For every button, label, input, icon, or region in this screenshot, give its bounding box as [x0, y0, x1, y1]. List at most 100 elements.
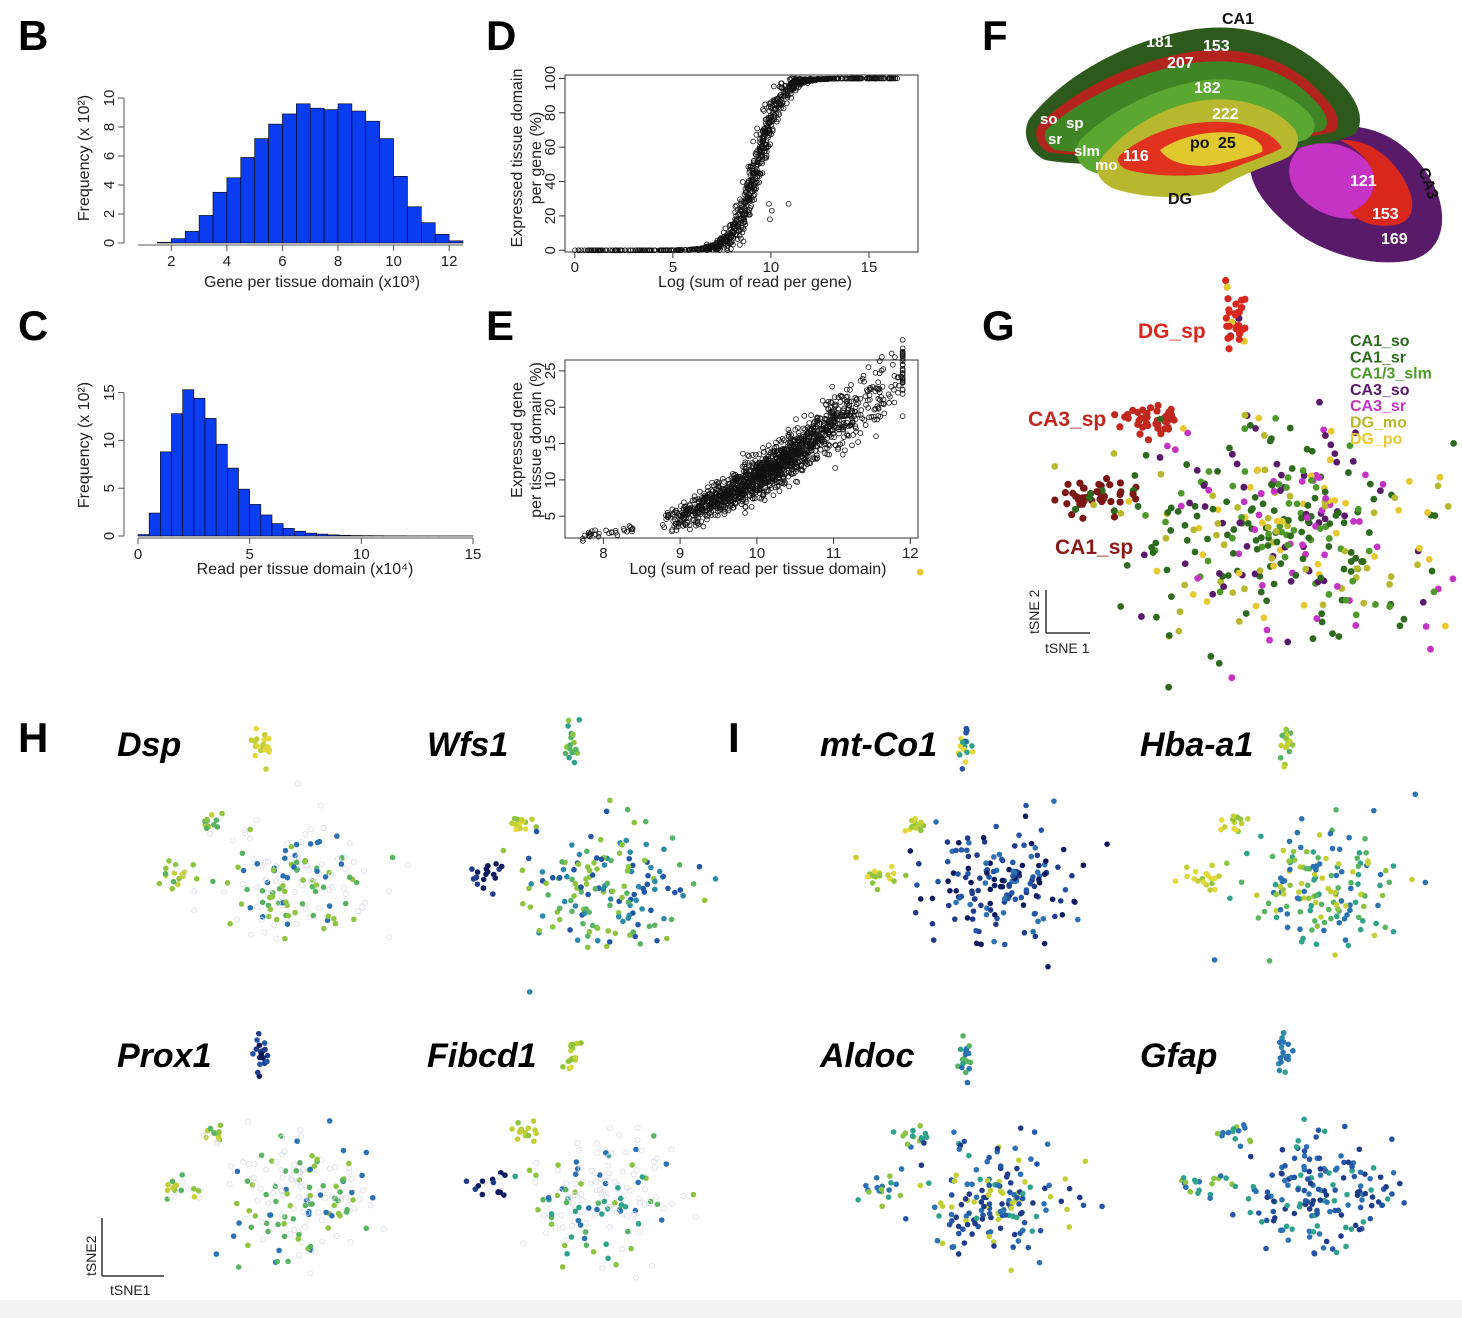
- tsne-point: [1320, 426, 1328, 434]
- tsne-mini-point: [530, 1118, 537, 1124]
- scatter-point-e: [750, 461, 757, 467]
- label-po: po: [1190, 135, 1210, 152]
- scatter-point-e: [880, 400, 887, 407]
- tsne-mini-point: [1287, 866, 1293, 873]
- tsne-point: [1168, 414, 1177, 422]
- tsne-mini-point: [1064, 1206, 1070, 1213]
- scatter-point-e: [722, 508, 728, 515]
- tsne-mini-point: [253, 903, 260, 910]
- scatter-point-e: [734, 489, 741, 495]
- tsne-point: [1204, 557, 1212, 565]
- tsne-mini-point: [1272, 1215, 1278, 1221]
- tsne-mini-point: [890, 1129, 897, 1135]
- tsne-mini-point: [1272, 881, 1279, 888]
- tsne-mini-point: [533, 1130, 540, 1137]
- scatter-point-d: [584, 247, 591, 254]
- scatter-point-e: [715, 492, 721, 499]
- tsne-mini-point: [562, 750, 569, 757]
- scatter-point-e: [843, 394, 849, 400]
- tsne-mini-point: [651, 922, 658, 928]
- scatter-point-d: [747, 205, 753, 211]
- tsne-mini-point: [496, 1174, 503, 1181]
- tsne-point: [1228, 534, 1236, 542]
- tsne-mini-point: [1016, 832, 1022, 838]
- tsne-mini-point: [305, 866, 312, 873]
- tsne-mini-point: [254, 1069, 261, 1076]
- tsne-mini-point: [594, 866, 600, 872]
- tsne-mini-point: [1037, 1227, 1044, 1234]
- scatter-point-e: [821, 438, 828, 445]
- tsne-mini-point: [252, 1180, 259, 1187]
- gene-name-h4: Fibcd1: [427, 1037, 537, 1075]
- tsne-mini-point: [297, 1127, 304, 1134]
- tsne-mini-point: [672, 889, 678, 896]
- tsne-mini-point: [1062, 1176, 1068, 1182]
- tsne-point: [1270, 487, 1278, 495]
- tsne-mini-point: [596, 1172, 603, 1178]
- tsne-point: [1405, 478, 1413, 485]
- tsne-mini-point: [253, 1046, 260, 1052]
- tsne-mini-point: [1315, 1186, 1322, 1193]
- tsne-mini-point: [315, 1209, 322, 1216]
- tsne-point: [1312, 471, 1320, 479]
- tsne-mini-point: [1338, 1233, 1344, 1239]
- tsne-mini-point: [573, 1159, 580, 1165]
- tsne-mini-point: [1301, 888, 1308, 895]
- scatter-point-d: [603, 247, 610, 254]
- scatter-point-d: [848, 75, 855, 82]
- x-tick-label-e: 10: [749, 545, 766, 562]
- scatter-point-e: [891, 373, 898, 379]
- tsne-mini-point: [270, 1189, 277, 1196]
- tsne-point: [1319, 601, 1327, 609]
- tsne-mini-point: [997, 1163, 1004, 1169]
- tsne-mini-point: [1345, 1202, 1351, 1208]
- tsne-mini-point: [244, 1178, 251, 1184]
- tsne-mini-point: [612, 930, 619, 937]
- tsne-mini-point: [226, 1181, 233, 1188]
- tsne-mini-point: [302, 905, 309, 912]
- tsne-mini-point: [965, 853, 972, 860]
- tsne-mini-point: [278, 1167, 285, 1174]
- scatter-point-e: [585, 532, 592, 539]
- tsne-mini-point: [246, 1208, 252, 1214]
- tsne-mini-point: [245, 1160, 252, 1167]
- scatter-point-e: [672, 507, 679, 514]
- tsne-mini-point: [514, 1136, 521, 1142]
- tsne-point: [1256, 567, 1264, 575]
- tsne-mini-point: [1019, 862, 1026, 869]
- tsne-point: [1125, 498, 1133, 505]
- scatter-point-e: [877, 397, 883, 403]
- tsne-mini-point: [236, 1220, 242, 1226]
- x-tick-label-e: 9: [676, 545, 684, 562]
- tsne-point: [1117, 488, 1125, 496]
- scatter-point-d: [797, 79, 804, 86]
- scatter-point-e: [770, 492, 777, 499]
- tsne-mini-point: [571, 866, 577, 873]
- tsne-mini-point: [873, 1175, 880, 1181]
- tsne-mini-point: [1301, 1148, 1308, 1154]
- scatter-point-d: [609, 247, 616, 254]
- tsne-mini-point: [323, 1209, 329, 1216]
- ca3-sr-magenta: [1289, 143, 1383, 219]
- tsne-mini-point: [1284, 911, 1291, 917]
- tsne-mini-point: [329, 884, 336, 891]
- tsne-mini-point: [235, 1264, 242, 1270]
- tsne-point: [1257, 588, 1265, 596]
- scatter-point-d: [625, 247, 632, 254]
- tsne-mini-point: [613, 1261, 619, 1268]
- tsne-mini-point: [604, 1177, 611, 1184]
- tsne-mini-point: [1284, 1202, 1290, 1209]
- y-tick-label-d: 60: [542, 139, 559, 156]
- scatter-point-e: [682, 504, 689, 510]
- tsne-mini-point: [1031, 883, 1038, 890]
- histogram-bar-b: [434, 234, 450, 244]
- count-ca1-sp: 153: [1203, 38, 1230, 55]
- tsne-point: [1164, 508, 1172, 516]
- tsne-mini-point: [543, 880, 549, 887]
- tsne-mini-point: [931, 1204, 938, 1211]
- panel-label-g: G: [982, 302, 1015, 349]
- x-tick-label-c: 5: [245, 546, 253, 563]
- tsne-mini-point: [1033, 1213, 1040, 1220]
- tsne-mini-point: [332, 1164, 339, 1171]
- tsne-point: [1134, 408, 1142, 416]
